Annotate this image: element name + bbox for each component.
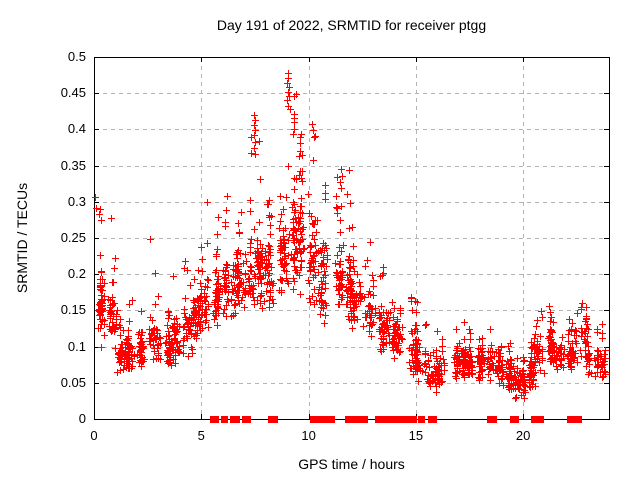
- y-tick-label: 0.2: [67, 266, 86, 282]
- x-tick-label: 10: [301, 428, 316, 443]
- x-tick-label: 20: [515, 428, 531, 443]
- y-tick-label: 0: [78, 411, 86, 426]
- y-tick-label: 0.25: [60, 230, 86, 245]
- x-tick-label: 15: [408, 428, 424, 443]
- y-tick-label: 0.05: [60, 374, 86, 390]
- zero-value-markers: [210, 416, 582, 423]
- x-tick-label: 0: [90, 428, 98, 443]
- y-tick-label: 0.5: [67, 49, 86, 64]
- y-tick-label: 0.3: [67, 193, 86, 209]
- y-axis-label: SRMTID / TECUs: [14, 182, 30, 294]
- chart-title: Day 191 of 2022, SRMTID for receiver ptg…: [216, 17, 487, 33]
- y-tick-label: 0.15: [60, 302, 86, 318]
- x-tick-label: 5: [197, 428, 205, 443]
- y-tick-label: 0.1: [67, 338, 86, 354]
- y-tick-label: 0.4: [67, 121, 86, 137]
- scatter-points: [92, 70, 609, 402]
- x-axis-label: GPS time / hours: [298, 456, 405, 472]
- y-tick-label: 0.45: [60, 85, 86, 101]
- y-tick-label: 0.35: [60, 157, 86, 173]
